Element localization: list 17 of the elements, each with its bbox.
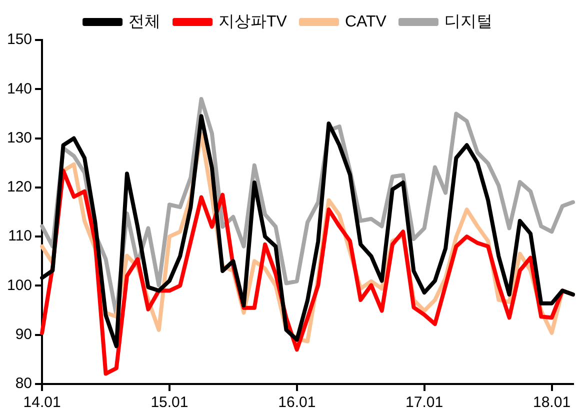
x-tick-label: 16.01 <box>278 394 316 412</box>
x-tick-label: 15.01 <box>150 394 188 412</box>
y-tick-label: 150 <box>6 31 32 48</box>
y-tick-label: 100 <box>6 276 32 294</box>
y-tick-label: 80 <box>15 375 32 392</box>
legend-label: 전체 <box>128 13 161 30</box>
x-tick-label: 14.01 <box>23 394 61 412</box>
x-tick-label: 17.01 <box>406 394 444 412</box>
legend-label: CATV <box>344 13 387 30</box>
legend-label: 지상파TV <box>218 13 288 30</box>
y-tick-label: 120 <box>6 178 32 196</box>
y-tick-label: 90 <box>15 326 32 343</box>
y-tick-label: 110 <box>8 228 32 245</box>
legend-label: 디지털 <box>444 13 492 30</box>
y-tick-label: 140 <box>6 80 32 98</box>
x-tick-label: 18.01 <box>532 394 571 412</box>
y-tick-label: 130 <box>6 129 32 146</box>
